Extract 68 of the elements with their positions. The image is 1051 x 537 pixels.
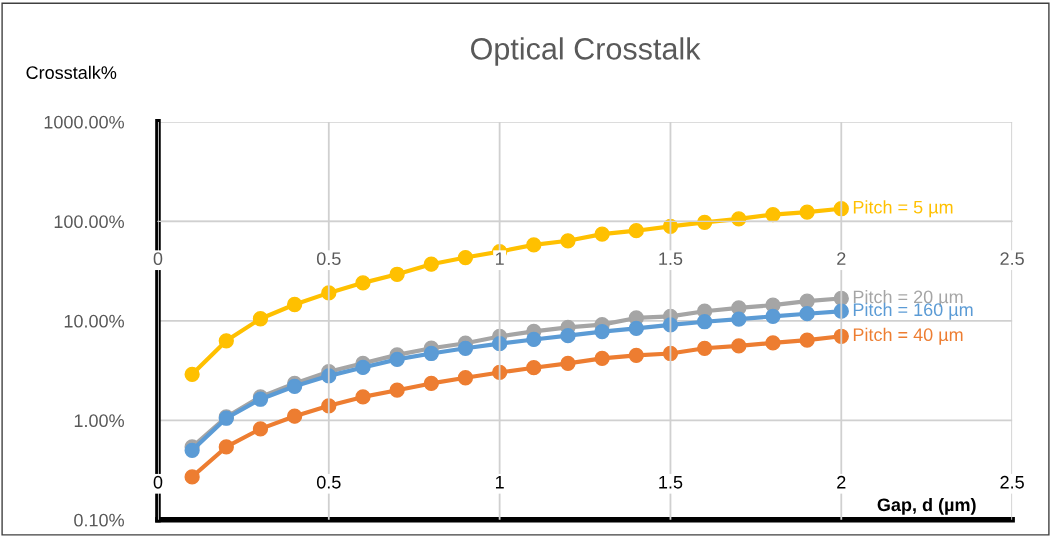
point (594, 323, 610, 340)
y-tick-label: 1.00% (74, 414, 124, 428)
point (560, 233, 576, 249)
point (457, 340, 474, 356)
point (184, 469, 200, 485)
x-tick-label: 0.5 (316, 475, 341, 489)
point (799, 306, 815, 322)
point (765, 206, 781, 223)
x-tick-label: 1.5 (659, 476, 683, 489)
point (560, 355, 576, 371)
point (560, 328, 576, 344)
point (799, 332, 815, 348)
point (662, 317, 679, 333)
point (389, 382, 405, 398)
y-tick-label: 10.00% (64, 314, 124, 328)
point (423, 256, 439, 272)
x2-tick-label: 1 (495, 252, 504, 265)
point (252, 311, 269, 327)
point (423, 345, 439, 362)
point (526, 237, 542, 253)
x2-tick-label: 2.5 (1000, 252, 1024, 266)
point (696, 340, 713, 356)
x2-tick-label: 0 (153, 252, 163, 266)
x-tick-label: 2.5 (1000, 475, 1024, 489)
point (731, 311, 747, 327)
x2-tick-label: 2 (837, 252, 846, 265)
x-axis-title: Gap, d (µm) (877, 497, 976, 515)
point (389, 351, 405, 368)
point (526, 331, 542, 348)
point (765, 335, 781, 351)
x2-tick-label: 0.5 (316, 252, 341, 266)
y-tick-label: 0.10% (74, 513, 124, 527)
point (628, 223, 644, 239)
point (184, 366, 200, 382)
y-tick-label: 1000.00% (44, 115, 124, 129)
x-tick-label: 1 (495, 476, 504, 489)
point (355, 389, 371, 405)
y-axis-title: Crosstalk% (26, 65, 117, 79)
chart-title: Optical Crosstalk (471, 37, 701, 66)
series-label: Pitch = 5 µm (853, 200, 953, 218)
point (662, 345, 679, 362)
point (355, 275, 371, 291)
point (765, 308, 781, 324)
point (389, 266, 405, 282)
point (457, 370, 474, 386)
point (252, 421, 269, 437)
point (594, 350, 610, 366)
point (423, 375, 439, 392)
x2-tick-label: 1.5 (659, 252, 683, 266)
x-tick-label: 2 (837, 475, 846, 489)
point (628, 347, 644, 363)
point (696, 314, 713, 330)
point (457, 249, 474, 266)
point (731, 338, 747, 354)
point (799, 204, 815, 220)
point (355, 359, 371, 376)
point (218, 439, 234, 455)
point (218, 333, 234, 349)
point (696, 214, 713, 231)
point (731, 211, 747, 227)
point (628, 320, 644, 337)
series-label: Pitch = 40 µm (853, 327, 963, 345)
point (526, 360, 542, 376)
y-tick-label: 100.00% (54, 215, 124, 229)
point (286, 408, 303, 424)
x-tick-label: 0 (153, 475, 163, 489)
point (286, 296, 303, 313)
point (594, 226, 610, 242)
